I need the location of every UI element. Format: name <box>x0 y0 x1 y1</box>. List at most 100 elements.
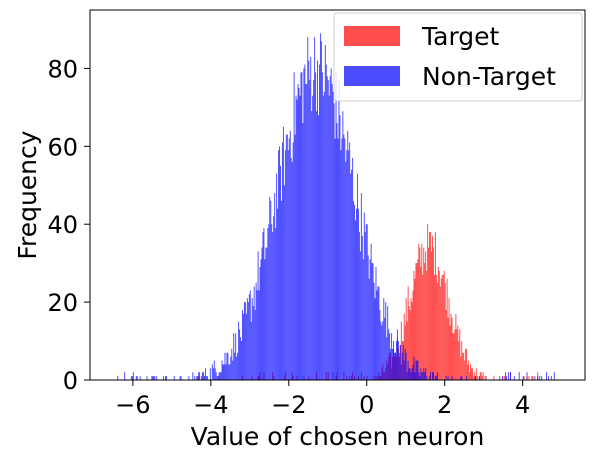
histogram-bar <box>387 306 389 380</box>
histogram-bar <box>432 372 433 380</box>
histogram-bar <box>438 270 440 380</box>
histogram-bar <box>374 298 376 380</box>
histogram-bar <box>198 372 200 380</box>
histogram-bar <box>416 360 418 380</box>
histogram-bar <box>504 376 506 380</box>
histogram-bar <box>243 302 245 380</box>
histogram-bar <box>470 368 472 380</box>
histogram-bar <box>255 282 257 380</box>
histogram-bar <box>458 341 460 380</box>
x-tick-label: 4 <box>515 391 530 419</box>
histogram-bar <box>180 376 182 380</box>
histogram-bar <box>215 372 217 380</box>
histogram-bar <box>333 103 335 380</box>
histogram-bar <box>409 309 411 380</box>
histogram-bar <box>522 376 524 380</box>
histogram-bar <box>523 376 525 380</box>
histogram-bar <box>357 208 359 380</box>
histogram-bar <box>245 313 247 380</box>
histogram-bar <box>229 364 231 380</box>
histogram-bar <box>410 298 412 380</box>
histogram-bar <box>329 76 331 381</box>
histogram-bar <box>484 376 486 380</box>
histogram-bar <box>221 360 223 380</box>
histogram-bar <box>518 372 520 380</box>
histogram-bar <box>202 372 204 380</box>
histogram-bar <box>308 60 310 380</box>
histogram-bar <box>447 376 449 380</box>
histogram-bar <box>156 376 158 380</box>
histogram-bar <box>422 274 424 380</box>
histogram-bar <box>444 282 446 380</box>
legend-swatch-target <box>344 26 400 46</box>
histogram-bar <box>310 56 312 381</box>
histogram-bar <box>470 364 471 380</box>
histogram-bar <box>424 372 426 380</box>
histogram-bar <box>365 224 367 380</box>
histogram-bar <box>219 372 221 380</box>
histogram-bar <box>280 165 281 380</box>
histogram-bar <box>192 372 194 380</box>
histogram-bar <box>445 376 447 380</box>
histogram-bar <box>321 72 323 380</box>
histogram-bar <box>343 134 345 380</box>
histogram-bar <box>259 267 261 380</box>
histogram-bar <box>242 313 244 380</box>
histogram-bar <box>429 232 431 380</box>
histogram-bar <box>272 232 274 380</box>
histogram-bar <box>485 376 487 380</box>
histogram-bar <box>235 333 237 380</box>
histogram-bar <box>222 364 224 380</box>
histogram-bar <box>356 173 358 380</box>
histogram-bar <box>413 356 415 380</box>
histogram-bar <box>452 333 454 380</box>
histogram-bar <box>434 376 436 380</box>
histogram-bar <box>416 263 418 380</box>
histogram-bar <box>204 376 205 380</box>
legend-label-non-target: Non-Target <box>422 62 556 91</box>
histogram-bar <box>394 352 396 380</box>
histogram-bar <box>230 356 232 380</box>
histogram-bar <box>373 282 375 380</box>
histogram-bar <box>263 228 265 380</box>
histogram-bar <box>254 309 256 380</box>
histogram-bar <box>317 60 319 380</box>
histogram-bar <box>412 364 414 380</box>
histogram-bar <box>323 91 325 380</box>
histogram-bar <box>436 282 438 380</box>
histogram-bar <box>220 372 222 380</box>
histogram-bar <box>226 352 228 380</box>
histogram-bar <box>266 247 268 380</box>
histogram-bar <box>300 72 302 380</box>
histogram-bar <box>407 360 409 380</box>
histogram-bar <box>474 376 476 380</box>
histogram-bar <box>364 232 366 380</box>
histogram-bar <box>154 376 156 380</box>
series-target <box>198 224 539 380</box>
histogram-bar <box>355 220 357 380</box>
histogram-bar <box>440 278 442 380</box>
histogram-bar <box>264 259 266 380</box>
histogram-bar <box>411 368 413 380</box>
histogram-bar <box>338 80 340 381</box>
histogram-bar <box>534 376 536 380</box>
histogram-bar <box>432 247 434 380</box>
histogram-bar <box>318 64 320 380</box>
histogram-bar <box>196 376 198 380</box>
histogram-bar <box>227 352 229 380</box>
histogram-bar <box>330 68 332 381</box>
histogram-bar <box>258 290 260 380</box>
x-tick-label: −6 <box>115 391 150 419</box>
histogram-bar <box>286 134 288 380</box>
histogram-bar <box>199 372 201 380</box>
histogram-bar <box>281 142 283 380</box>
histogram-bar <box>203 372 204 380</box>
histogram-bar <box>293 72 295 380</box>
histogram-bar <box>197 376 199 380</box>
histogram-bar <box>398 356 400 380</box>
histogram-bar <box>435 274 437 380</box>
histogram-bar <box>436 372 438 380</box>
histogram-bar <box>393 341 395 380</box>
histogram-bar <box>400 321 402 380</box>
histogram-bar <box>369 259 371 380</box>
